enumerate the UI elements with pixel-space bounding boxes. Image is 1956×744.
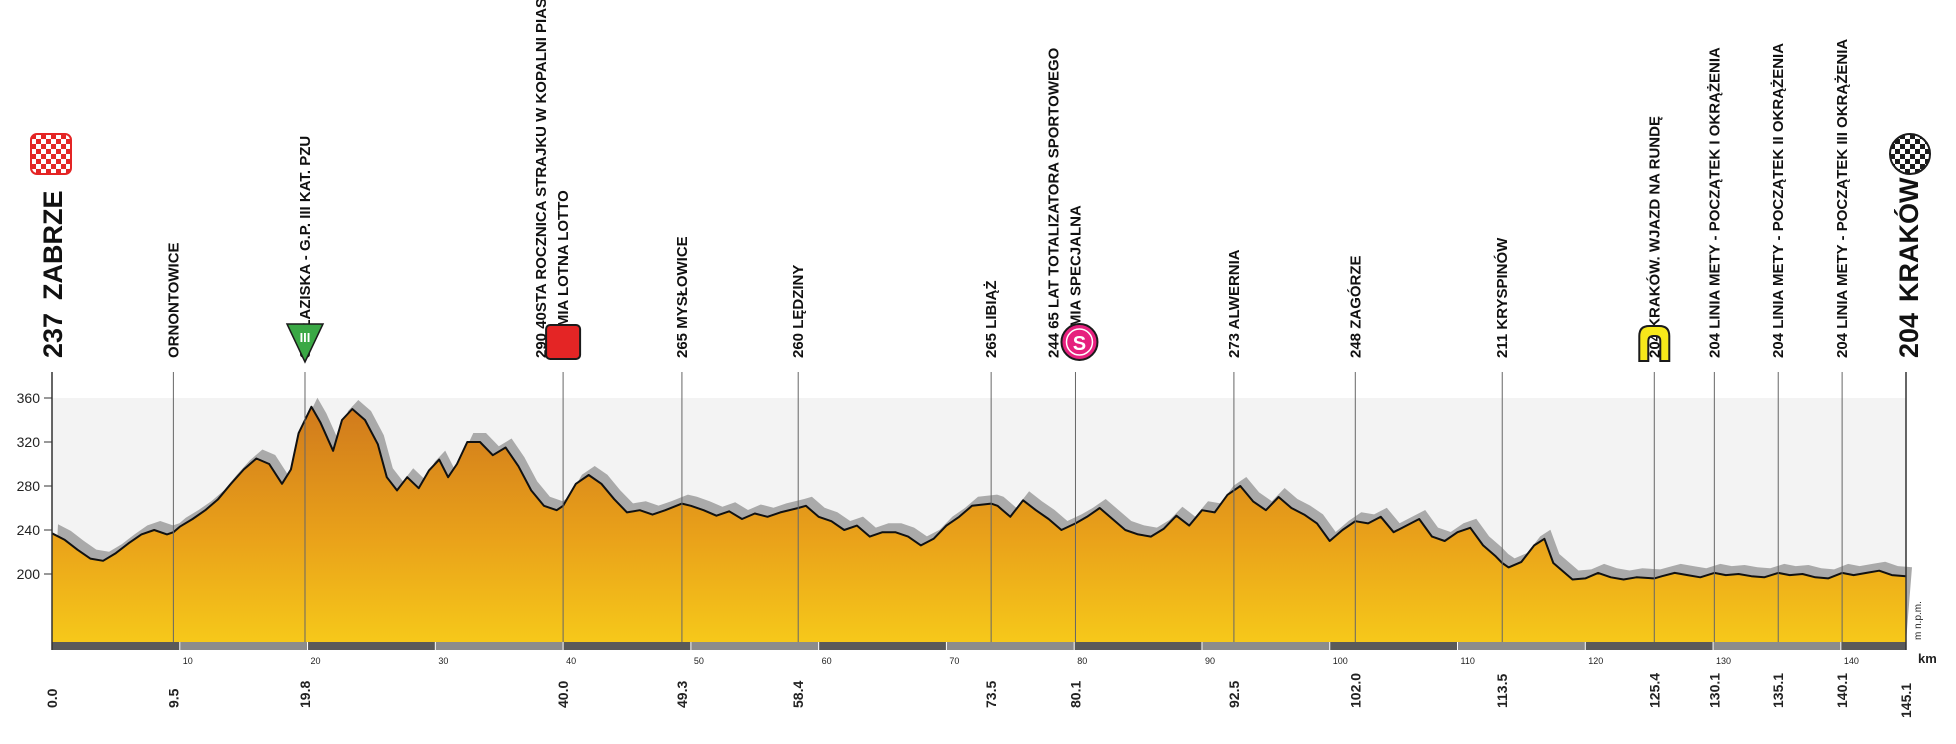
finish-km-label: 145.1 [1898,683,1914,718]
svg-text:S: S [1073,333,1086,355]
waypoint-name-label: 244 65 LAT TOTALIZATORA SPORTOWEGO [1045,47,1062,358]
x-tick-label: 100 [1333,656,1348,666]
waypoint-km-label: 19.8 [297,681,313,708]
circuit-entry-icon [1638,325,1671,362]
scale-stripe [435,642,564,650]
mountain-cat-3-icon: III [285,323,325,364]
waypoint-labels: 9.5 ORNONTOWICE 19.8 357 ŁAZISKA - G.P. III… [165,0,1851,708]
profile-area [51,405,1907,642]
scale-stripe [1201,642,1330,650]
x-tick-label: 110 [1461,656,1475,666]
x-tick-label: 130 [1716,656,1731,666]
scale-stripe [690,642,819,650]
waypoint-km-label: 9.5 [165,688,181,708]
finish-altitude: 204 [1894,313,1924,358]
waypoint-name-label: 204 LINIA METY - POCZĄTEK III OKRĄŻENIA [1834,39,1851,358]
scale-stripe [179,642,308,650]
y-tick-label: 320 [17,434,41,450]
profile-line [51,405,1907,581]
x-tick-label: 30 [438,656,448,666]
waypoint-name-label: 211 KRYSPINÓW [1493,237,1511,358]
waypoint-name-label: 265 LIBIĄŻ [983,280,1000,358]
waypoint-km-label: 125.4 [1646,673,1662,708]
waypoint-name-label: 204 LINIA METY - POCZĄTEK II OKRĄŻENIA [1770,43,1787,358]
waypoint-km-label: 140.1 [1834,673,1850,708]
waypoint-guides [172,372,1843,650]
x-tick-label: 120 [1588,656,1603,666]
waypoint-name-label: 260 LĘDZINY [790,265,807,358]
waypoint-km-label: 92.5 [1226,681,1242,708]
waypoint-name-label: 273 ALWERNIA [1226,249,1243,358]
waypoint-name-label: ORNONTOWICE [165,242,182,358]
waypoint-name-label: PREMIA SPECJALNA [1067,205,1084,358]
waypoint-name-label: 265 MYSŁOWICE [674,236,691,358]
waypoint-name-label: 290 40STA ROCZNICA STRAJKU W KOPALNI PIA… [533,0,550,358]
x-tick-label: 50 [694,656,704,666]
x-tick-label: 40 [566,656,576,666]
start-km-label: 0.0 [44,688,60,708]
profile-fill [52,406,1906,642]
start-altitude: 237 [38,313,68,358]
special-prize-icon: S [1060,323,1099,361]
start-marker: 237 ZABRZE [30,133,72,358]
waypoint-km-label: 135.1 [1770,673,1786,708]
checkered-black-flag-icon [1889,133,1931,175]
x-tick-label: 10 [183,656,193,666]
x-tick-label: 70 [949,656,959,666]
x-tick-label: 90 [1205,656,1215,666]
waypoint-name-label: 204 KRAKÓW. WJAZD NA RUNDĘ [1645,116,1663,358]
waypoint-name-label: PREMIA LOTNA LOTTO [555,190,572,358]
waypoint-km-label: 80.1 [1067,681,1083,708]
scale-stripe [946,642,1075,650]
waypoint-km-label: 40.0 [555,681,571,708]
y-tick-label: 240 [17,522,41,538]
finish-name: KRAKÓW [1893,177,1924,302]
waypoint-km-label: 49.3 [674,681,690,708]
scale-stripe [1457,642,1586,650]
waypoint-name-label: 248 ZAGÓRZE [1346,255,1364,358]
x-tick-label: 80 [1077,656,1087,666]
waypoint-km-label: 73.5 [983,681,999,708]
x-unit-label: km [1918,651,1937,666]
waypoint-name-label: 357 ŁAZISKA - G.P. III KAT. PZU [297,136,314,358]
y-axis-ticks: 200 240 280 320 360 [17,390,52,582]
waypoint-km-label: 113.5 [1494,674,1510,708]
waypoint-km-label: 58.4 [790,681,806,708]
scale-stripe [1713,642,1841,650]
y-tick-label: 360 [17,390,41,406]
waypoint-name-label: 204 LINIA METY - POCZĄTEK I OKRĄŻENIA [1706,47,1723,358]
sprint-icon [545,324,582,360]
x-tick-label: 140 [1844,656,1859,666]
finish-marker: 204 KRAKÓW [1889,133,1931,358]
y-tick-label: 200 [17,566,41,582]
y-unit-label: m n.p.m. [1913,601,1924,640]
y-tick-label: 280 [17,478,41,494]
x-tick-label: 60 [822,656,832,666]
svg-text:III: III [300,330,311,345]
waypoint-km-label: 102.0 [1347,673,1363,708]
waypoint-icons: III S [285,323,1671,364]
km-scale-stripes [179,642,1841,650]
x-tick-label: 20 [311,656,321,666]
waypoint-km-label: 130.1 [1706,673,1722,708]
checkered-red-flag-icon [30,133,72,175]
x-axis-ticks: 10 20 30 40 50 60 70 80 90 100 110 120 130 140 [179,642,1859,666]
start-name: ZABRZE [38,191,68,301]
